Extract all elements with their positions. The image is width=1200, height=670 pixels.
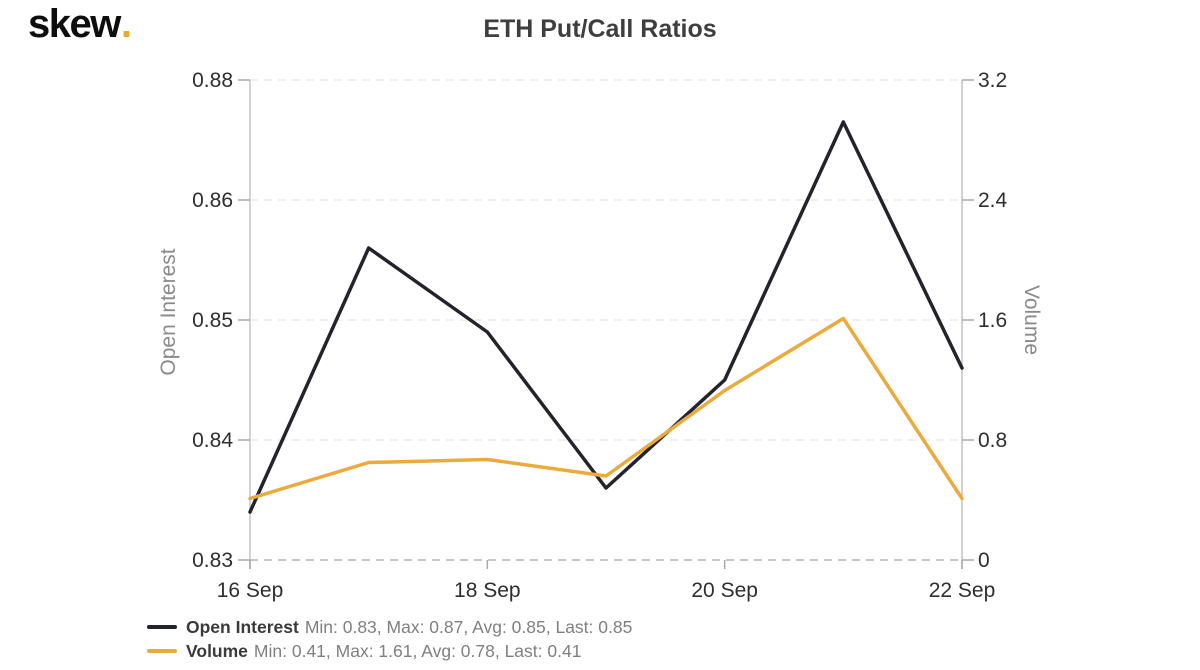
legend-swatch-open-interest bbox=[147, 625, 177, 629]
x-axis-tick-label: 22 Sep bbox=[929, 579, 996, 602]
y-axis-tick-label-right: 0.8 bbox=[978, 429, 1007, 452]
chart-legend: Open Interest Min: 0.83, Max: 0.87, Avg:… bbox=[147, 615, 632, 663]
logo-text: skew bbox=[28, 2, 121, 46]
y-axis-tick-label-right: 1.6 bbox=[978, 309, 1007, 332]
x-axis-tick-label: 20 Sep bbox=[691, 579, 758, 602]
y-axis-tick-label-left: 0.85 bbox=[192, 309, 233, 332]
series-line-volume[interactable] bbox=[248, 316, 964, 501]
y-axis-tick-label-right: 3.2 bbox=[978, 69, 1007, 92]
y-axis-tick-label-left: 0.84 bbox=[192, 429, 233, 452]
y-axis-tick-label-left: 0.88 bbox=[192, 69, 233, 92]
y-axis-tick-label-left: 0.86 bbox=[192, 189, 233, 212]
legend-stats-volume: Min: 0.41, Max: 1.61, Avg: 0.78, Last: 0… bbox=[253, 640, 582, 661]
chart-title: ETH Put/Call Ratios bbox=[483, 15, 717, 43]
legend-label-volume: Volume bbox=[186, 640, 248, 661]
series-layer bbox=[248, 120, 964, 514]
legend-label-open-interest: Open Interest bbox=[186, 616, 299, 637]
logo-dot: . bbox=[120, 2, 132, 46]
y-axis-tick-label-right: 0 bbox=[978, 549, 990, 572]
skew-logo: skew. bbox=[28, 2, 132, 47]
y-axis-tick-label-right: 2.4 bbox=[978, 189, 1008, 212]
label-layer: 0.88 0.86 0.85 0.84 0.83 3.2 2.4 1.6 0.8 0 16 Sep 1… bbox=[192, 69, 1007, 602]
legend-item-volume[interactable]: Volume Min: 0.41, Max: 1.61, Avg: 0.78, … bbox=[147, 639, 632, 663]
legend-swatch-volume bbox=[147, 649, 177, 653]
legend-stats-open-interest: Min: 0.83, Max: 0.87, Avg: 0.85, Last: 0… bbox=[304, 616, 633, 637]
x-axis-tick-label: 18 Sep bbox=[454, 579, 521, 602]
line-chart: 0.88 0.86 0.85 0.84 0.83 3.2 2.4 1.6 0.8 0 16 Sep 1… bbox=[192, 69, 1007, 602]
y-axis-title-left: Open Interest bbox=[157, 248, 180, 376]
y-axis-title-right: Volume bbox=[1020, 284, 1043, 356]
legend-item-open-interest[interactable]: Open Interest Min: 0.83, Max: 0.87, Avg:… bbox=[147, 615, 632, 639]
y-axis-tick-label-left: 0.83 bbox=[192, 549, 233, 572]
x-axis-tick-label: 16 Sep bbox=[217, 579, 284, 602]
axis-layer bbox=[238, 79, 974, 569]
series-line-open-interest[interactable] bbox=[248, 120, 964, 514]
